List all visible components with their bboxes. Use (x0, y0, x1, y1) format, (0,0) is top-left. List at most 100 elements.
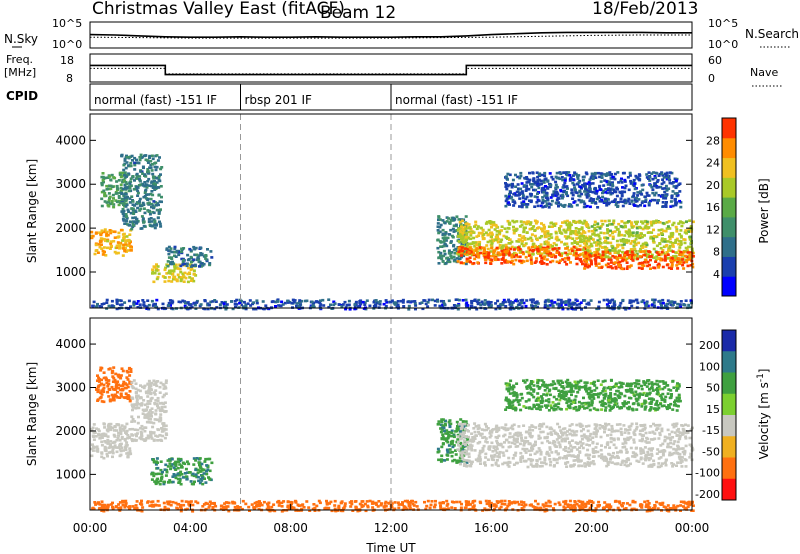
heatmap-cell (612, 219, 616, 223)
heatmap-cell (532, 248, 535, 252)
heatmap-cell (123, 382, 127, 386)
cpid-segments: normal (fast) -151 IF rbsp 201 IF normal (… (94, 84, 518, 110)
heatmap-cell (608, 188, 612, 191)
heatmap-cell (99, 233, 103, 236)
heatmap-cell (307, 506, 311, 509)
heatmap-cell (147, 415, 151, 418)
heatmap-cell (475, 307, 479, 311)
heatmap-cell (128, 242, 132, 245)
heatmap-cell (111, 193, 115, 197)
heatmap-cell (506, 178, 509, 181)
heatmap-cell (617, 243, 621, 247)
heatmap-cell (135, 177, 138, 180)
heatmap-cell (670, 260, 674, 263)
heatmap-cell (248, 299, 252, 302)
heatmap-cell (123, 192, 127, 196)
heatmap-cell (364, 509, 368, 513)
heatmap-cell (110, 304, 114, 307)
heatmap-cell (261, 300, 265, 303)
heatmap-cell (280, 300, 284, 304)
heatmap-cell (567, 304, 571, 307)
heatmap-cell (120, 303, 124, 306)
heatmap-cell (311, 507, 315, 511)
heatmap-cell (433, 304, 437, 307)
heatmap-cell (464, 262, 468, 266)
heatmap-cell (533, 195, 537, 198)
heatmap-cell (113, 388, 117, 391)
heatmap-cell (623, 186, 627, 190)
heatmap-cell (99, 391, 103, 395)
heatmap-cell (528, 178, 532, 182)
heatmap-cell (252, 301, 256, 304)
heatmap-cell (608, 252, 612, 255)
heatmap-cell (119, 384, 123, 387)
heatmap-cell (149, 421, 153, 424)
heatmap-cell (503, 227, 507, 230)
heatmap-cell (136, 201, 140, 205)
heatmap-cell (137, 415, 140, 419)
heatmap-cell (104, 176, 108, 180)
heatmap-cell (520, 236, 524, 240)
heatmap-cell (164, 392, 168, 395)
heatmap-cell (313, 506, 317, 510)
heatmap-cell (434, 499, 437, 503)
heatmap-cell (515, 240, 519, 243)
heatmap-cell (523, 243, 527, 247)
heatmap-cell (505, 246, 509, 249)
heatmap-cell (510, 256, 514, 259)
heatmap-cell (125, 203, 129, 207)
heatmap-cell (604, 236, 608, 239)
heatmap-cell (629, 221, 633, 224)
heatmap-cell (125, 422, 129, 426)
heatmap-cell (143, 429, 147, 433)
heatmap-cell (456, 234, 460, 238)
heatmap-cell (559, 225, 563, 228)
heatmap-cell (568, 228, 572, 232)
heatmap-cell (414, 500, 418, 504)
heatmap-cell (637, 241, 641, 245)
heatmap-cell (504, 182, 507, 185)
heatmap-cell (415, 505, 419, 508)
heatmap-cell (568, 236, 572, 240)
heatmap-cell (109, 178, 113, 181)
heatmap-cell (593, 173, 597, 176)
heatmap-cell (520, 205, 524, 209)
heatmap-cell (549, 221, 553, 225)
heatmap-cell (179, 279, 183, 283)
heatmap-cell (464, 298, 468, 302)
heatmap-cell (152, 391, 156, 394)
noise-left-tick-low: 10^0 (52, 38, 82, 51)
heatmap-cell (126, 249, 130, 252)
heatmap-cell (447, 217, 450, 220)
heatmap-cell (648, 509, 652, 513)
heatmap-cell (665, 171, 669, 175)
heatmap-cell (354, 300, 358, 304)
heatmap-cell (213, 299, 217, 302)
heatmap-cell (157, 472, 161, 476)
heatmap-cell (206, 248, 209, 251)
heatmap-cell (609, 192, 613, 196)
colorbar-swatch (722, 118, 736, 139)
heatmap-cell (146, 159, 150, 162)
heatmap-cell (446, 260, 450, 264)
heatmap-cell (156, 439, 160, 442)
heatmap-cell (614, 267, 618, 270)
heatmap-cell (127, 164, 130, 167)
heatmap-cell (106, 379, 110, 382)
heatmap-cell (142, 399, 146, 402)
heatmap-cell (375, 301, 379, 305)
heatmap-cell (359, 299, 363, 302)
heatmap-cell (496, 251, 500, 254)
heatmap-cell (633, 187, 637, 191)
y-tick-label: 3000 (55, 177, 86, 191)
heatmap-cell (244, 502, 248, 506)
heatmap-cell (524, 197, 528, 201)
heatmap-cell (562, 500, 566, 504)
heatmap-cell (179, 300, 183, 304)
heatmap-cell (663, 190, 667, 194)
noise-series-line (89, 34, 692, 39)
heatmap-cell (152, 438, 156, 442)
heatmap-cell (122, 232, 126, 236)
heatmap-cell (615, 201, 618, 204)
heatmap-cell (152, 280, 156, 284)
